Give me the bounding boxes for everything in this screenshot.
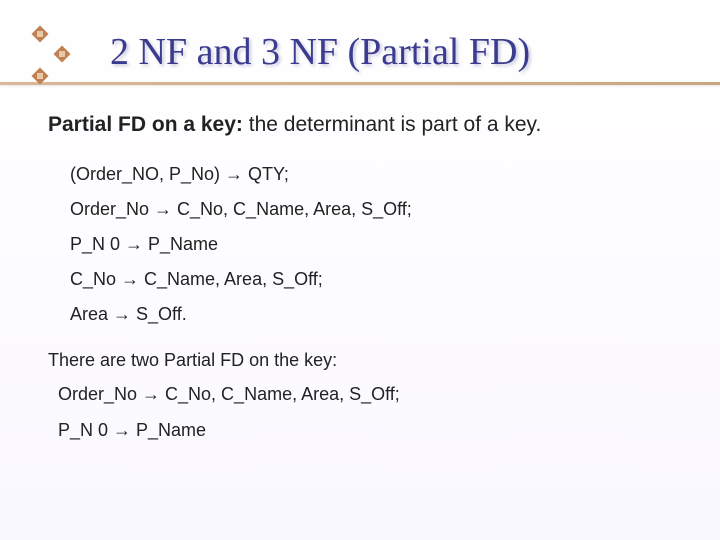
- fd-list: (Order_NO, P_No) → QTY; Order_No → C_No,…: [70, 157, 680, 332]
- subtitle: Partial FD on a key: the determinant is …: [48, 113, 680, 137]
- title-region: 2 NF and 3 NF (Partial FD): [0, 0, 720, 95]
- subtitle-bold: Partial FD on a key:: [48, 113, 243, 136]
- slide-title: 2 NF and 3 NF (Partial FD): [110, 30, 720, 74]
- fd-line: Order_No → C_No, C_Name, Area, S_Off;: [70, 192, 680, 227]
- fd-line: (Order_NO, P_No) → QTY;: [70, 157, 680, 192]
- fd-line: Area → S_Off.: [70, 297, 680, 332]
- subtitle-rest: the determinant is part of a key.: [243, 113, 541, 136]
- fd-line: C_No → C_Name, Area, S_Off;: [70, 262, 680, 297]
- partial-fd-line: Order_No → C_No, C_Name, Area, S_Off;: [58, 377, 680, 412]
- partial-fd-line: P_N 0 → P_Name: [58, 413, 680, 448]
- title-underline: [0, 82, 720, 85]
- partial-fd-list: Order_No → C_No, C_Name, Area, S_Off; P_…: [58, 377, 680, 447]
- content-region: Partial FD on a key: the determinant is …: [0, 95, 720, 448]
- note-text: There are two Partial FD on the key:: [48, 350, 680, 371]
- fd-line: P_N 0 → P_Name: [70, 227, 680, 262]
